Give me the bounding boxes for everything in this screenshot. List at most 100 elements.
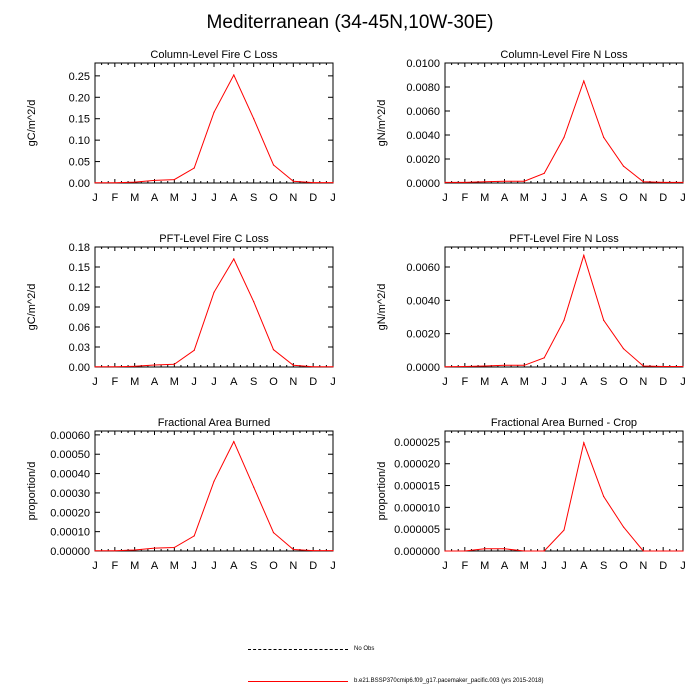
y-tick-label: 0.0080 — [406, 82, 440, 94]
series-line — [445, 441, 683, 552]
data-point — [444, 550, 446, 552]
x-tick-label: A — [151, 192, 159, 204]
data-point — [94, 366, 96, 368]
x-tick-label: J — [561, 376, 567, 388]
x-tick-label: M — [520, 560, 529, 572]
legend-swatch-solid — [248, 680, 348, 682]
x-tick-label: J — [92, 560, 98, 572]
legend-swatch-dashed — [248, 648, 348, 650]
y-tick-label: 0.00060 — [50, 430, 90, 442]
x-tick-label: O — [269, 376, 278, 388]
data-point — [272, 349, 275, 351]
data-point — [312, 366, 314, 368]
data-point — [583, 80, 585, 82]
data-point — [662, 181, 664, 183]
y-tick-label: 0.20 — [69, 92, 90, 104]
data-point — [233, 441, 235, 443]
x-tick-label: J — [191, 192, 197, 204]
data-point — [583, 442, 585, 444]
data-point — [94, 182, 96, 184]
x-tick-label: N — [639, 192, 647, 204]
x-tick-label: A — [580, 376, 588, 388]
data-point — [523, 550, 525, 552]
data-point — [563, 529, 565, 531]
x-tick-label: O — [619, 560, 628, 572]
x-tick-label: F — [461, 560, 468, 572]
y-tick-label: 0.0020 — [406, 329, 440, 341]
panel-title: PFT-Level Fire N Loss — [509, 233, 619, 245]
x-tick-label: O — [619, 192, 628, 204]
x-tick-label: A — [230, 560, 238, 572]
x-tick-label: O — [269, 192, 278, 204]
x-tick-label: M — [130, 376, 139, 388]
data-point — [312, 181, 314, 184]
y-tick-label: 0.25 — [69, 71, 90, 83]
y-tick-label: 0.0000 — [406, 362, 440, 374]
data-point — [332, 181, 334, 184]
data-point — [312, 550, 314, 552]
x-tick-label: M — [480, 560, 489, 572]
series-line — [95, 257, 333, 368]
x-tick-label: J — [442, 192, 448, 204]
y-axis-label: gN/m^2/d — [376, 284, 388, 331]
data-point — [444, 181, 446, 183]
x-tick-label: M — [130, 560, 139, 572]
data-point — [662, 365, 664, 368]
x-tick-label: J — [211, 192, 217, 204]
data-point — [193, 167, 195, 169]
x-tick-label: F — [111, 192, 118, 204]
x-tick-label: A — [580, 192, 588, 204]
data-point — [464, 365, 466, 368]
data-point — [272, 532, 275, 534]
x-tick-label: N — [289, 192, 297, 204]
x-tick-label: S — [250, 376, 257, 388]
data-point — [253, 118, 255, 120]
y-tick-label: 0.03 — [69, 342, 90, 354]
y-tick-label: 0.00030 — [50, 488, 90, 500]
data-point — [134, 365, 136, 367]
data-point — [114, 366, 116, 368]
legend-item-no-obs: No Obs — [248, 646, 374, 652]
x-tick-label: A — [501, 192, 509, 204]
data-point — [233, 258, 235, 260]
x-tick-label: F — [461, 376, 468, 388]
x-tick-label: A — [230, 192, 238, 204]
x-tick-label: J — [561, 192, 567, 204]
x-tick-label: M — [480, 192, 489, 204]
y-tick-label: 0.15 — [69, 262, 90, 274]
data-point — [563, 319, 565, 321]
data-point — [332, 550, 334, 552]
data-point — [253, 301, 255, 303]
data-point — [94, 550, 96, 552]
data-point — [193, 535, 195, 537]
data-point — [484, 548, 486, 550]
y-tick-label: 0.00050 — [50, 449, 90, 461]
data-point — [503, 180, 506, 182]
y-tick-label: 0.000020 — [394, 459, 440, 471]
data-point — [464, 550, 466, 552]
panel-title: Column-Level Fire C Loss — [150, 49, 278, 61]
x-tick-label: F — [461, 192, 468, 204]
x-tick-label: F — [111, 376, 118, 388]
data-point — [563, 136, 565, 138]
data-point — [622, 348, 625, 350]
data-point — [193, 349, 195, 351]
y-tick-label: 0.0040 — [406, 295, 440, 307]
page-title: Mediterranean (34-45N,10W-30E) — [206, 12, 494, 33]
data-point — [114, 550, 116, 552]
x-tick-label: D — [309, 192, 317, 204]
plot-frame — [444, 62, 684, 184]
data-point — [292, 180, 294, 182]
data-point — [153, 364, 156, 366]
x-tick-label: M — [130, 192, 139, 204]
y-tick-label: 0.00020 — [50, 507, 90, 519]
data-point — [153, 179, 156, 182]
series-line — [95, 440, 333, 552]
x-tick-label: S — [250, 560, 257, 572]
y-tick-label: 0.000000 — [394, 546, 440, 558]
data-point — [114, 182, 116, 184]
data-point — [153, 547, 156, 549]
